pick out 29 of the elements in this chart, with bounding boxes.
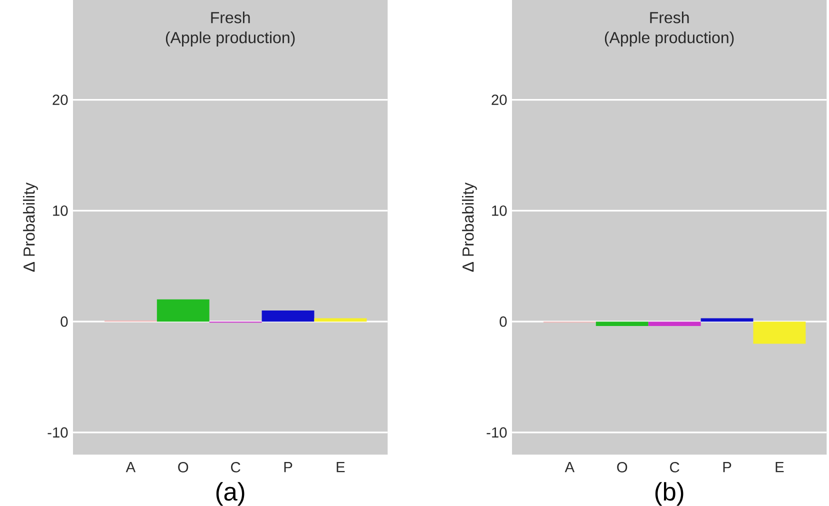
x-tick-label: O	[178, 462, 188, 472]
y-axis-title: Δ Probability	[23, 182, 38, 272]
x-tick-label: A	[564, 462, 575, 472]
y-tick-label: 10	[492, 206, 507, 216]
y-axis-title: Δ Probability	[462, 182, 477, 272]
x-tick-label: O	[617, 462, 628, 472]
x-tick-label: A	[126, 462, 136, 472]
y-tick-label: 20	[52, 94, 68, 105]
bar	[156, 299, 210, 322]
text: (Apple production)	[166, 32, 295, 46]
x-tick-label: E	[776, 462, 784, 472]
y-tick-label: 0	[60, 316, 68, 327]
y-tick-label: -10	[48, 427, 68, 438]
bar	[314, 318, 367, 322]
bar	[262, 310, 314, 322]
x-tick-label: P	[723, 462, 732, 472]
text: Fresh	[650, 12, 689, 24]
y-tick-label: 0	[500, 316, 507, 327]
text: Fresh	[211, 12, 250, 24]
x-tick-label: P	[284, 462, 292, 472]
text: (a)	[216, 482, 244, 506]
x-tick-label: E	[336, 462, 345, 472]
text: (b)	[655, 482, 684, 506]
y-tick-label: -10	[486, 427, 507, 438]
y-tick-label: 10	[53, 206, 68, 216]
x-tick-label: C	[670, 462, 680, 472]
text: (Apple production)	[604, 32, 734, 46]
x-tick-label: C	[231, 462, 240, 472]
y-tick-label: 20	[492, 94, 507, 105]
